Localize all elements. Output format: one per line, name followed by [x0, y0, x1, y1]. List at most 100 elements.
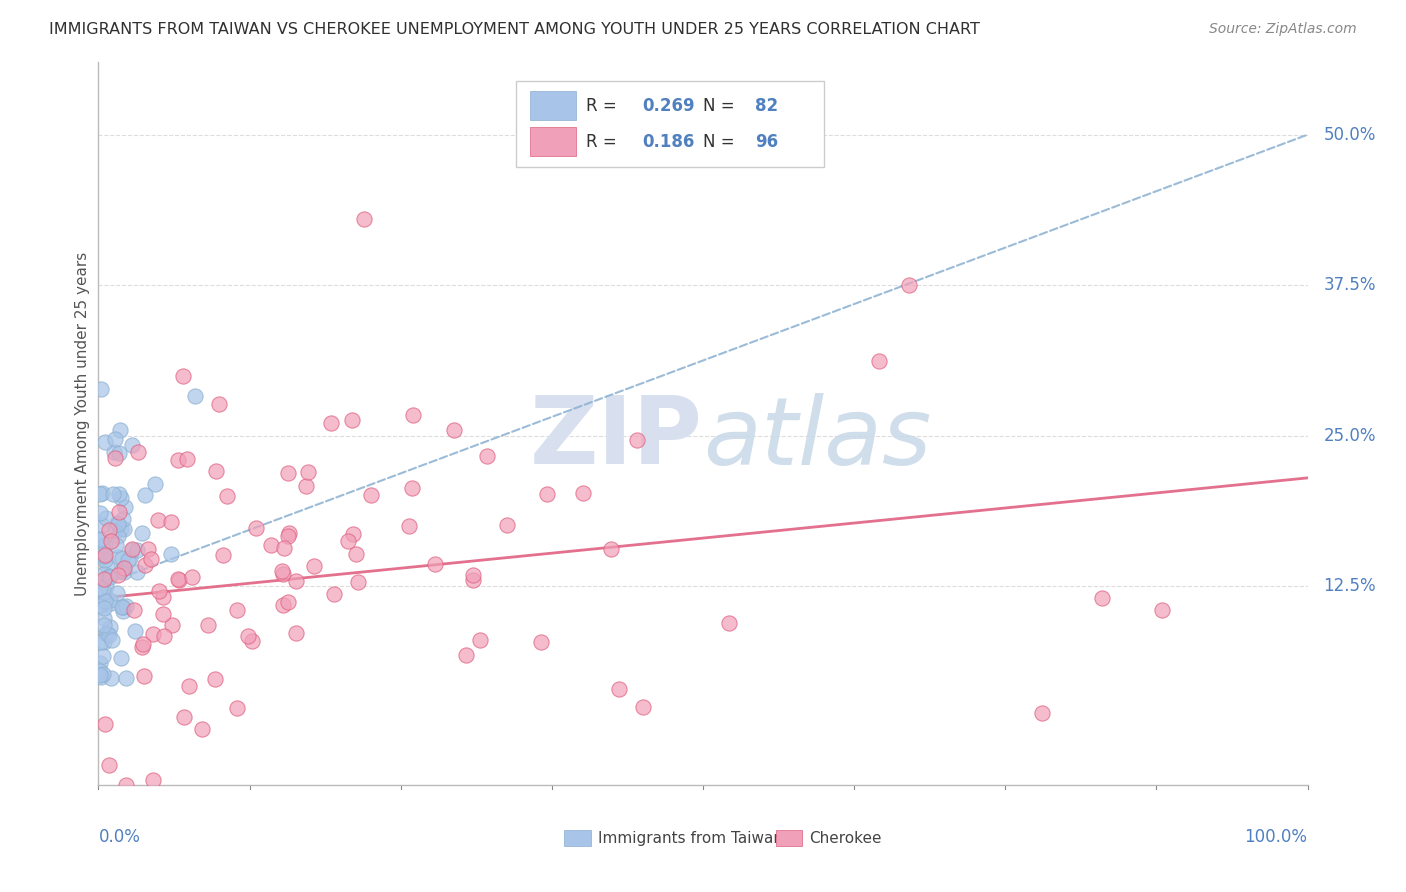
- Point: [121, 543, 143, 558]
- Point: [347, 575, 370, 590]
- Point: [270, 564, 292, 578]
- Point: [470, 632, 492, 647]
- Point: [131, 640, 153, 654]
- Point: [104, 450, 127, 465]
- Text: ZIP: ZIP: [530, 392, 703, 484]
- Point: [125, 565, 148, 579]
- Point: [108, 487, 131, 501]
- Point: [101, 633, 124, 648]
- Point: [897, 278, 920, 293]
- Point: [1091, 591, 1114, 606]
- Text: 96: 96: [755, 133, 778, 151]
- Point: [125, 543, 148, 558]
- Point: [180, 570, 202, 584]
- Point: [398, 519, 420, 533]
- Point: [89, 664, 111, 678]
- Point: [142, 772, 165, 787]
- Point: [94, 625, 117, 640]
- Point: [90, 382, 112, 396]
- Point: [100, 534, 122, 549]
- Point: [104, 538, 127, 552]
- Point: [172, 368, 194, 383]
- Point: [98, 620, 121, 634]
- Point: [91, 667, 114, 681]
- Point: [93, 549, 115, 564]
- Text: 25.0%: 25.0%: [1323, 426, 1376, 445]
- Point: [107, 446, 129, 460]
- Point: [93, 611, 115, 625]
- Point: [134, 488, 156, 502]
- Point: [142, 626, 165, 640]
- Point: [207, 397, 229, 411]
- Point: [93, 648, 115, 663]
- Point: [96, 559, 118, 574]
- Point: [112, 560, 135, 574]
- Point: [204, 673, 226, 687]
- Point: [107, 516, 129, 530]
- Point: [90, 517, 112, 532]
- Point: [90, 670, 112, 684]
- Point: [93, 600, 115, 615]
- Point: [89, 581, 111, 595]
- Point: [104, 432, 127, 446]
- Point: [94, 579, 117, 593]
- Point: [167, 453, 190, 467]
- Point: [96, 627, 118, 641]
- Point: [131, 637, 153, 651]
- Point: [93, 595, 115, 609]
- Point: [90, 635, 112, 649]
- Point: [240, 634, 263, 648]
- Point: [105, 586, 128, 600]
- Point: [110, 523, 132, 537]
- Point: [211, 548, 233, 562]
- Bar: [776, 830, 803, 847]
- Point: [277, 466, 299, 480]
- Point: [342, 527, 364, 541]
- Point: [260, 539, 283, 553]
- Point: [153, 629, 176, 643]
- Point: [93, 618, 115, 632]
- Point: [159, 515, 181, 529]
- Point: [226, 603, 249, 617]
- Point: [110, 651, 132, 665]
- Point: [402, 409, 425, 423]
- Point: [197, 618, 219, 632]
- Point: [93, 567, 115, 582]
- Point: [111, 600, 134, 615]
- Point: [112, 565, 135, 579]
- Point: [89, 545, 111, 559]
- Point: [114, 778, 136, 792]
- Point: [143, 476, 166, 491]
- Point: [599, 542, 621, 557]
- Point: [98, 569, 121, 583]
- Text: IMMIGRANTS FROM TAIWAN VS CHEROKEE UNEMPLOYMENT AMONG YOUTH UNDER 25 YEARS CORRE: IMMIGRANTS FROM TAIWAN VS CHEROKEE UNEMP…: [49, 22, 980, 37]
- Text: R =: R =: [586, 133, 616, 151]
- Point: [98, 523, 121, 537]
- Point: [217, 489, 239, 503]
- Point: [114, 500, 136, 514]
- Text: 82: 82: [755, 97, 778, 115]
- Point: [134, 669, 156, 683]
- Point: [93, 552, 115, 566]
- Point: [107, 568, 129, 582]
- Point: [173, 710, 195, 724]
- Point: [571, 485, 593, 500]
- Point: [111, 511, 134, 525]
- Point: [496, 517, 519, 532]
- Point: [118, 551, 141, 566]
- Point: [124, 624, 146, 639]
- Point: [94, 511, 117, 525]
- Text: N =: N =: [703, 97, 734, 115]
- Point: [127, 445, 149, 459]
- Point: [94, 572, 117, 586]
- Point: [114, 672, 136, 686]
- Point: [152, 590, 174, 604]
- Point: [631, 699, 654, 714]
- Point: [89, 668, 111, 682]
- Point: [107, 550, 129, 565]
- Point: [277, 529, 299, 543]
- Point: [111, 604, 134, 618]
- Text: Immigrants from Taiwan: Immigrants from Taiwan: [598, 831, 783, 846]
- Point: [319, 416, 342, 430]
- Point: [401, 481, 423, 495]
